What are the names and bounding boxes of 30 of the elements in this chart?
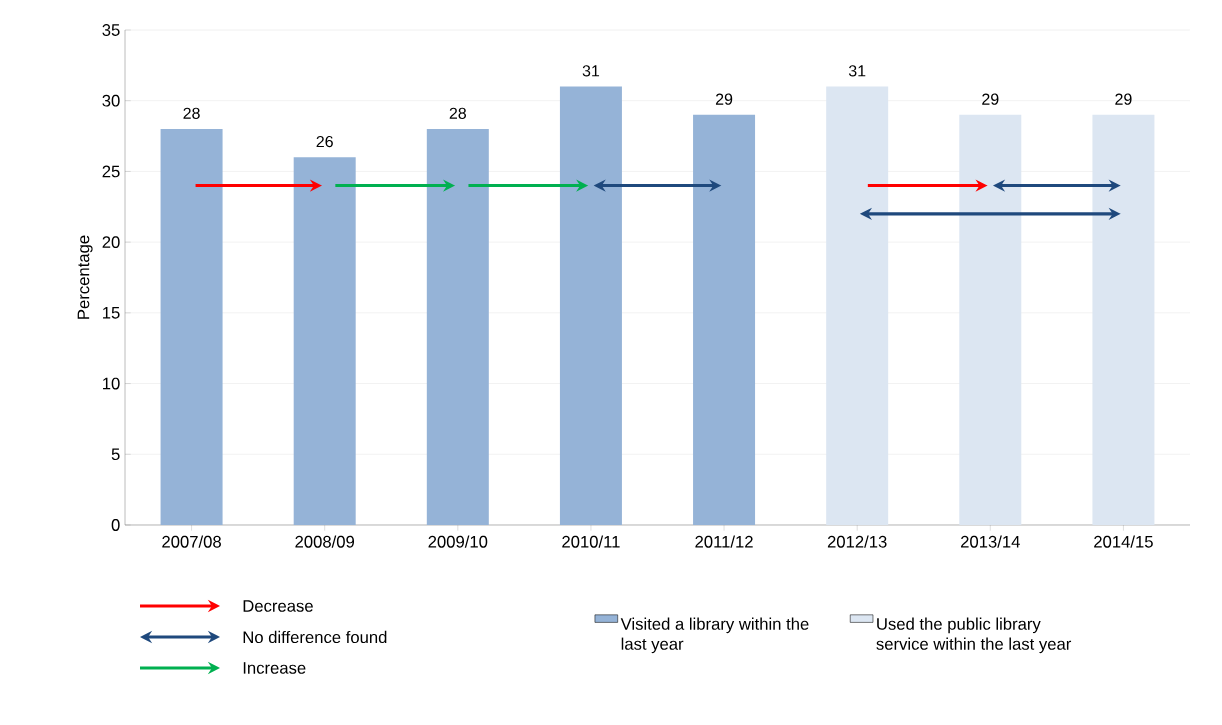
- legend-label: Visited a library within the last year: [620, 617, 809, 654]
- x-tick-label: 2007/08: [162, 535, 221, 548]
- text: Increase: [243, 662, 306, 674]
- data-label: 31: [848, 65, 866, 77]
- y-axis-title: Percentage: [77, 235, 93, 319]
- y-tick-label: 0: [111, 519, 120, 531]
- x-tick-label: 2010/11: [562, 535, 620, 548]
- data-label: 29: [715, 93, 733, 105]
- x-tick-label: 2008/09: [295, 535, 355, 548]
- y-tick-label: 20: [102, 236, 120, 249]
- y-tick-label: 30: [102, 94, 120, 107]
- y-tick-label: 35: [102, 24, 120, 36]
- y-tick-label: 25: [102, 165, 120, 178]
- x-tick-label: 2011/12: [695, 535, 753, 548]
- data-label: 28: [183, 107, 200, 119]
- x-tick-label: 2009/10: [428, 535, 488, 548]
- y-tick-label: 5: [111, 448, 120, 461]
- x-tick-label: 2013/14: [961, 535, 1020, 548]
- data-label: 29: [982, 93, 999, 105]
- x-tick-label: 2014/15: [1094, 535, 1153, 548]
- data-label: 31: [582, 65, 600, 77]
- data-label: 29: [1115, 93, 1132, 105]
- data-label: 28: [449, 107, 467, 119]
- legend-label: Used the public library service within the last year: [876, 617, 1072, 654]
- text: Decrease: [243, 600, 313, 612]
- y-tick-label: 10: [103, 377, 120, 390]
- x-tick-label: 2012/13: [827, 535, 887, 548]
- data-label: 26: [316, 135, 333, 148]
- y-tick-label: 15: [103, 307, 120, 319]
- text: No difference found: [243, 630, 387, 644]
